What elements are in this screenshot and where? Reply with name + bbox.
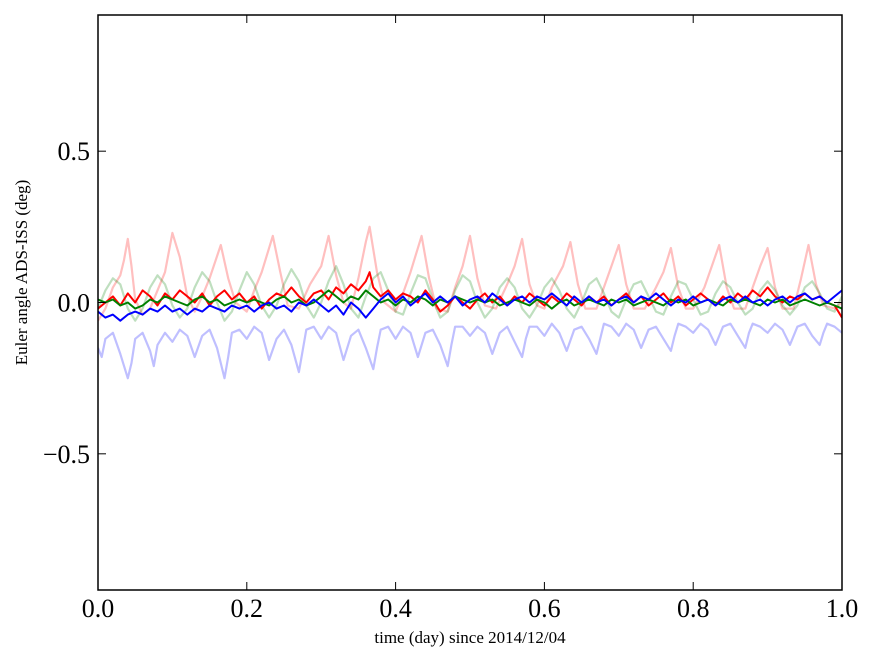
x-axis-label: time (day) since 2014/12/04 [374,628,566,647]
series-line-1 [98,225,842,322]
y-tick-label: 0.0 [58,289,91,318]
axis-ticks [97,15,843,590]
series-line-3 [98,322,842,380]
x-tick-label: 0.2 [231,594,264,623]
x-tick-label: 0.4 [379,594,412,623]
x-tick-label: 0.6 [528,594,561,623]
x-tick-label: 0.8 [677,594,710,623]
plot-area [98,225,842,380]
series-line-6 [98,289,842,322]
y-axis-label: Euler angle ADS-ISS (deg) [12,180,31,366]
series-line-2 [98,265,842,322]
axis-tick-labels: 0.0 0.2 0.4 0.6 0.8 1.0 −0.5 0.0 0.5 [43,137,858,623]
x-tick-label: 0.0 [82,594,115,623]
x-tick-label: 1.0 [826,594,859,623]
y-tick-label: −0.5 [43,440,90,469]
y-tick-label: 0.5 [58,137,91,166]
